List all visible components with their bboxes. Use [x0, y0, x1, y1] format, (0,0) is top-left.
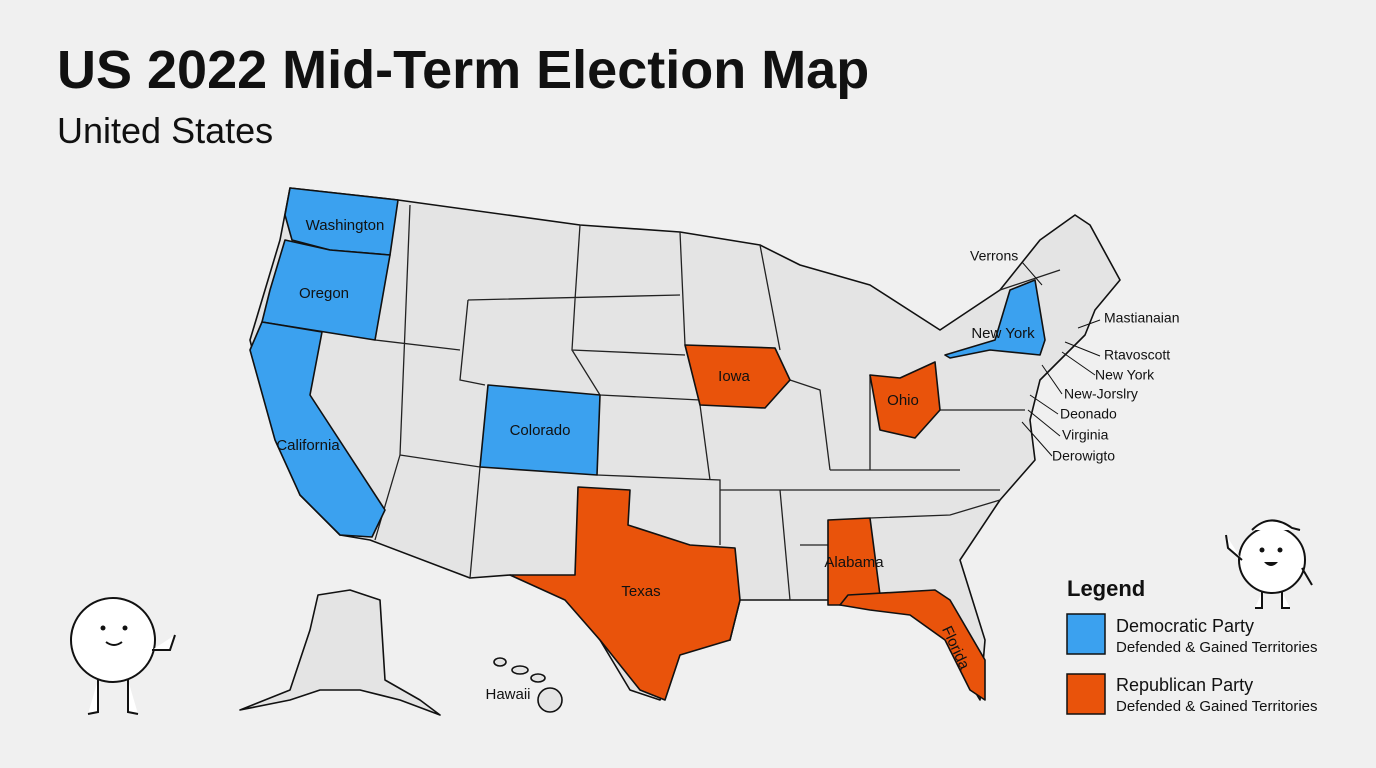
island [511, 665, 529, 675]
mascot-mouth [1264, 562, 1278, 566]
legend-title: Legend [1067, 576, 1145, 601]
state-label: Colorado [510, 422, 571, 439]
callouts: Verrons Mastianaian Rtavoscott New York … [970, 248, 1180, 464]
state-label: Oregon [299, 285, 349, 302]
mascot-mouth [105, 641, 123, 646]
subtitle: United States [57, 110, 273, 151]
map [239, 187, 1121, 716]
state-ohio [869, 361, 941, 439]
state-label: Washington [306, 217, 385, 234]
mascot-left [70, 597, 176, 715]
state-label: New York [971, 325, 1035, 342]
mascot-eye [1259, 547, 1265, 553]
callout-line [1064, 341, 1101, 357]
legend-name: Democratic Party [1116, 616, 1254, 636]
legend: Legend Democratic Party Defended & Gaine… [1066, 576, 1318, 715]
state-florida [839, 589, 986, 701]
island [493, 657, 507, 667]
state-label: Hawaii [485, 686, 530, 703]
callout-label: New York [1095, 367, 1155, 383]
state-label: Iowa [718, 368, 750, 385]
callout-line [1077, 319, 1101, 329]
legend-swatch [1066, 673, 1106, 715]
mascot-limbs [87, 634, 176, 715]
state-oregon [261, 239, 391, 341]
mascot-body [70, 597, 156, 683]
legend-description: Defended & Gained Territories [1116, 639, 1318, 656]
state-label: Texas [621, 583, 660, 600]
mascot-hat [1251, 519, 1301, 531]
callout-label: Mastianaian [1104, 310, 1180, 326]
callout-line [1027, 409, 1061, 437]
mascot-eye [100, 625, 106, 631]
title: US 2022 Mid-Term Election Map [57, 40, 869, 100]
alaska [239, 589, 441, 716]
callout-line [1021, 261, 1043, 286]
callout-label: Derowigto [1052, 448, 1115, 464]
callout-line [1061, 351, 1096, 376]
legend-swatch [1066, 613, 1106, 655]
island [537, 687, 563, 713]
callout-label: New-Jorslry [1064, 386, 1138, 402]
callout-line [1041, 364, 1063, 395]
state-colorado [479, 384, 601, 476]
callout-label: Deonado [1060, 406, 1117, 422]
island [530, 673, 546, 683]
mascot-right [1225, 519, 1313, 609]
callout-label: Rtavoscott [1104, 347, 1170, 363]
mascot-eye [1277, 547, 1283, 553]
legend-name: Republican Party [1116, 675, 1253, 695]
state-iowa [684, 344, 791, 409]
mascot-eye [122, 625, 128, 631]
us-outline [249, 187, 1121, 701]
mascot-limbs [1225, 534, 1313, 609]
legend-description: Defended & Gained Territories [1116, 698, 1318, 715]
state-new-york [944, 279, 1046, 359]
hawaii [493, 657, 563, 713]
callout-line [1021, 421, 1053, 457]
state-labels: Washington Oregon California Colorado Io… [276, 217, 1035, 703]
state-california [249, 321, 386, 538]
callout-line [1029, 394, 1059, 415]
state-texas [509, 486, 741, 701]
callout-label: Virginia [1062, 427, 1109, 443]
state-label: Alabama [824, 554, 884, 571]
mascot-body [1238, 526, 1306, 594]
callout-label: Verrons [970, 248, 1018, 264]
state-label: California [276, 437, 340, 454]
state-label: Ohio [887, 392, 919, 409]
